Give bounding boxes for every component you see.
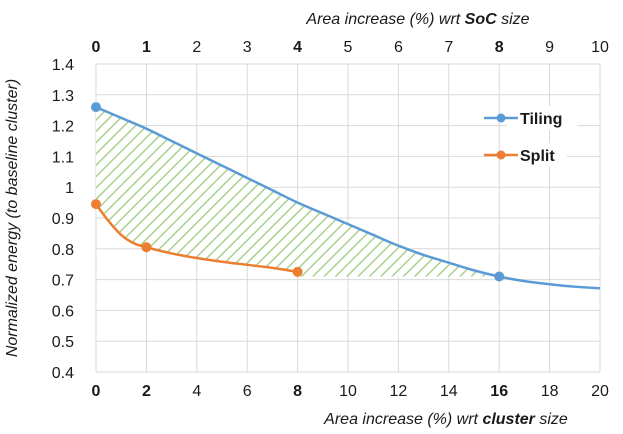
top-axis-title: Area increase (%) wrt SoC size [305,11,529,28]
x-top-tick-label: 4 [293,39,302,56]
x-bottom-tick-label: 2 [142,383,151,400]
top-axis-title-bold: SoC [465,11,497,28]
y-tick-label: 0.6 [52,303,74,320]
x-bottom-tick-label: 20 [591,383,609,400]
data-point-split [292,266,303,277]
y-tick-label: 0.8 [52,242,74,259]
legend-tiling-marker [496,113,506,123]
y-tick-label: 1.4 [52,57,74,74]
y-tick-label: 0.4 [52,365,74,382]
y-tick-label: 0.5 [52,334,74,351]
legend: Tiling Split [484,106,577,167]
bottom-axis-title: Area increase (%) wrt cluster size [323,411,568,428]
y-tick-label: 0.9 [52,211,74,228]
y-tick-label: 1 [65,180,74,197]
x-top-tick-label: 1 [142,39,151,56]
top-axis-title-suffix: size [497,11,530,28]
data-point-split [141,242,152,253]
x-top-tick-label: 8 [495,39,504,56]
legend-tiling-bg [507,106,577,130]
data-point-tiling [494,271,505,282]
legend-split-label: Split [520,148,555,165]
x-top-tick-label: 7 [444,39,453,56]
x-bottom-tick-label: 6 [243,383,252,400]
y-tick-label: 1.1 [52,149,74,166]
x-top-tick-label: 0 [92,39,101,56]
series-line-split [94,203,298,274]
y-tick-label: 0.7 [52,273,74,290]
x-top-tick-label: 2 [192,39,201,56]
y-tick-label: 1.3 [52,88,74,105]
x-top-tick-label: 3 [243,39,252,56]
x-bottom-tick-label: 16 [490,383,508,400]
x-bottom-tick-label: 4 [192,383,201,400]
legend-split-marker [496,150,506,160]
legend-tiling-label: Tiling [520,111,562,128]
x-top-tick-label: 10 [591,39,609,56]
x-bottom-tick-label: 12 [390,383,408,400]
series-line-tiling [95,105,601,290]
tick-labels: 0.40.50.60.70.80.911.11.21.31.40 2 4 6 8 10 12… [52,39,609,400]
x-bottom-tick-label: 8 [293,383,302,400]
x-bottom-tick-label: 18 [541,383,559,400]
x-bottom-tick-label: 10 [339,383,357,400]
shaded-area [96,107,500,277]
x-top-tick-label: 9 [545,39,554,56]
top-axis-title-prefix: Area increase (%) wrt [305,11,464,28]
y-tick-label: 1.2 [52,119,74,136]
x-bottom-tick-label: 14 [440,383,458,400]
x-bottom-tick-label: 0 [92,383,101,400]
series-layer [91,102,601,290]
x-top-tick-label: 6 [394,39,403,56]
bottom-axis-title-bold: cluster [482,411,535,428]
data-point-tiling [91,102,101,113]
data-point-split [91,199,101,210]
x-top-tick-label: 5 [344,39,353,56]
bottom-axis-title-suffix: size [535,411,568,428]
y-axis-title: Normalized energy (to baseline cluster) [4,79,21,357]
bottom-axis-title-prefix: Area increase (%) wrt [323,411,482,428]
